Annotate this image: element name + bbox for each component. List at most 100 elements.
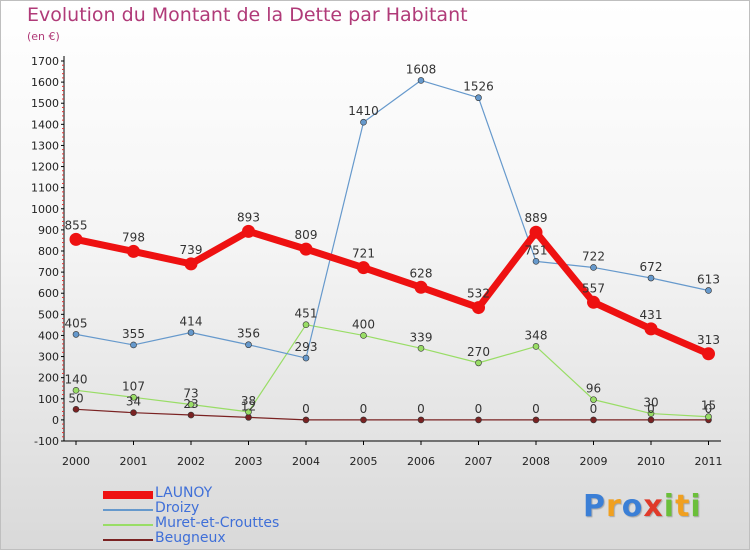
series-layer: [69, 77, 715, 424]
data-label: 0: [532, 402, 540, 416]
data-label: 34: [126, 395, 141, 409]
data-label: 0: [475, 402, 483, 416]
data-point: [590, 416, 597, 424]
data-point: [357, 261, 370, 275]
series-line-droizy: [75, 79, 710, 359]
y-tick-label: 1500: [31, 97, 59, 110]
data-point: [130, 341, 137, 349]
data-label: 313: [697, 333, 720, 347]
data-label: 270: [467, 345, 490, 359]
logo-letter: o: [621, 489, 644, 524]
data-label: 23: [183, 397, 198, 411]
legend-swatch: [103, 539, 153, 541]
data-point: [705, 413, 712, 421]
y-tick-label: 400: [38, 329, 59, 342]
data-label: 1410: [348, 104, 379, 118]
logo-letter: t: [675, 489, 691, 524]
data-point: [184, 257, 198, 271]
data-label: 0: [360, 402, 368, 416]
data-point: [72, 406, 80, 413]
data-point: [360, 118, 367, 126]
data-label: 348: [525, 328, 548, 342]
y-tick-label: 1600: [31, 76, 59, 89]
y-tick-label: 600: [38, 287, 59, 300]
data-label: 431: [640, 308, 663, 322]
data-label: 0: [302, 402, 310, 416]
chart-subtitle: (en €): [27, 30, 60, 43]
legend-swatch: [103, 524, 153, 526]
legend-swatch: [103, 509, 153, 511]
data-point: [414, 280, 428, 294]
data-point: [647, 274, 655, 282]
data-point: [647, 410, 655, 417]
data-label: 38: [241, 394, 256, 408]
data-point: [302, 416, 310, 424]
data-point: [69, 232, 83, 246]
data-label: 855: [65, 218, 88, 232]
data-point: [187, 329, 195, 336]
data-label: 739: [180, 243, 203, 257]
data-point: [187, 401, 195, 408]
data-label: 293: [295, 340, 318, 354]
data-label: 809: [295, 228, 318, 242]
data-point: [472, 301, 485, 315]
data-label: 889: [525, 211, 548, 225]
x-tick-label: 2005: [350, 455, 378, 468]
legend-label: LAUNOY: [155, 485, 213, 501]
data-label: 15: [701, 399, 716, 413]
data-label: 414: [180, 314, 203, 328]
data-point: [705, 287, 712, 294]
y-tick-label: 200: [38, 372, 59, 385]
data-point: [72, 331, 80, 338]
y-tick-label: 800: [38, 245, 59, 258]
data-label: 628: [410, 266, 433, 280]
y-tick-label: 300: [38, 351, 59, 364]
data-point: [417, 416, 425, 424]
series-line-launoy: [72, 227, 712, 358]
data-point: [130, 393, 137, 401]
data-label: 339: [410, 330, 433, 344]
y-tick-label: 900: [38, 224, 59, 237]
y-tick-label: 1000: [31, 203, 59, 216]
data-label: 30: [643, 396, 658, 410]
x-tick-label: 2001: [120, 455, 148, 468]
legend-label: Droizy: [155, 500, 200, 516]
data-point: [245, 414, 252, 421]
data-label: 798: [122, 230, 145, 244]
data-point: [644, 322, 658, 336]
x-tick-label: 2002: [177, 455, 205, 468]
y-tick-label: 1700: [31, 55, 59, 68]
chart-title: Evolution du Montant de la Dette par Hab…: [27, 4, 468, 26]
data-point: [475, 94, 482, 102]
data-label: 893: [237, 210, 260, 224]
series-line-muret-et-crouttes: [75, 324, 710, 418]
x-tick-label: 2010: [637, 455, 665, 468]
data-point: [302, 354, 310, 362]
data-label: 721: [352, 247, 375, 261]
data-labels-layer: 50 34 23 12 0 0 0 0 0 0 0 0 140 107 73 38 451 400 339 270 34…: [65, 62, 720, 415]
data-point: [532, 416, 540, 424]
logo-letter: i: [663, 489, 676, 524]
data-point: [529, 225, 543, 239]
y-tick-label: 0: [52, 414, 59, 427]
data-label: 0: [705, 402, 713, 416]
data-label: 50: [68, 391, 83, 405]
data-label: 356: [237, 327, 260, 341]
legend-swatch: [103, 491, 153, 499]
data-label: 96: [586, 382, 601, 396]
data-point: [299, 242, 313, 256]
data-point: [417, 345, 425, 352]
data-point: [590, 264, 597, 271]
data-label: 400: [352, 317, 375, 331]
data-point: [587, 295, 600, 309]
data-label: 557: [582, 281, 605, 295]
data-point: [245, 408, 252, 416]
data-label: 405: [65, 316, 88, 330]
x-tick-label: 2009: [580, 455, 608, 468]
data-label: 107: [122, 379, 145, 393]
data-label: 1526: [463, 80, 494, 94]
legend-label: Beugneux: [155, 530, 226, 546]
x-tick-label: 2000: [62, 455, 90, 468]
x-tick-label: 2006: [407, 455, 435, 468]
